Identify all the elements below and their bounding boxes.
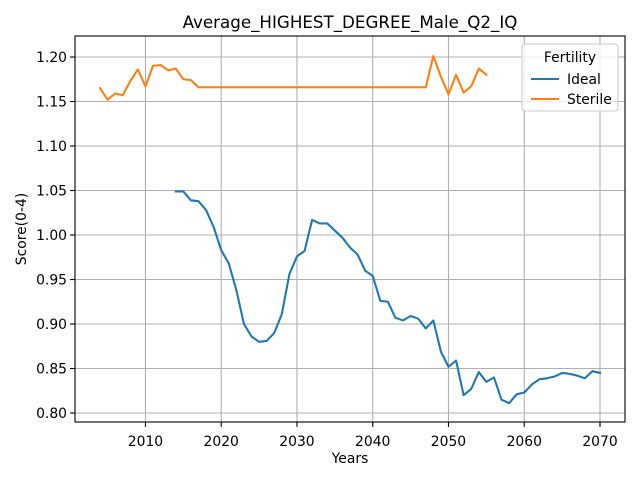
legend-label-sterile: Sterile [567, 92, 612, 108]
x-tick-label: 2060 [507, 434, 542, 450]
y-tick-label: 1.15 [36, 95, 67, 111]
x-tick-label: 2020 [204, 434, 239, 450]
axis-tick-labels: 2010 2020 2030 2040 2050 2060 2070 0.80 0.85 0.90… [36, 50, 618, 450]
legend-title: Fertility [544, 50, 596, 66]
y-axis-label: Score(0-4) [14, 193, 30, 265]
y-tick-label: 0.95 [36, 273, 67, 289]
x-tick-label: 2050 [431, 434, 466, 450]
x-axis-label: Years [331, 451, 369, 467]
axes-frame [74, 35, 626, 423]
legend: Fertility Ideal Sterile [521, 43, 619, 112]
series-line-sterile [98, 55, 488, 101]
y-tick-label: 1.05 [36, 184, 67, 200]
series-lines [98, 55, 602, 405]
x-tick-label: 2070 [582, 434, 617, 450]
chart-title: Average_HIGHEST_DEGREE_Male_Q2_IQ [183, 12, 518, 33]
axis-ticks [70, 56, 601, 427]
x-tick-label: 2040 [355, 434, 390, 450]
x-tick-label: 2030 [279, 434, 314, 450]
y-tick-label: 0.90 [36, 317, 67, 333]
y-tick-label: 0.80 [36, 406, 67, 422]
y-tick-label: 1.10 [36, 139, 67, 155]
legend-label-ideal: Ideal [567, 72, 601, 88]
y-tick-label: 0.85 [36, 362, 67, 378]
y-tick-label: 1.20 [36, 50, 67, 66]
legend-frame [521, 43, 619, 112]
x-tick-label: 2010 [128, 434, 163, 450]
series-line-ideal [174, 190, 602, 405]
y-tick-label: 1.00 [36, 228, 67, 244]
